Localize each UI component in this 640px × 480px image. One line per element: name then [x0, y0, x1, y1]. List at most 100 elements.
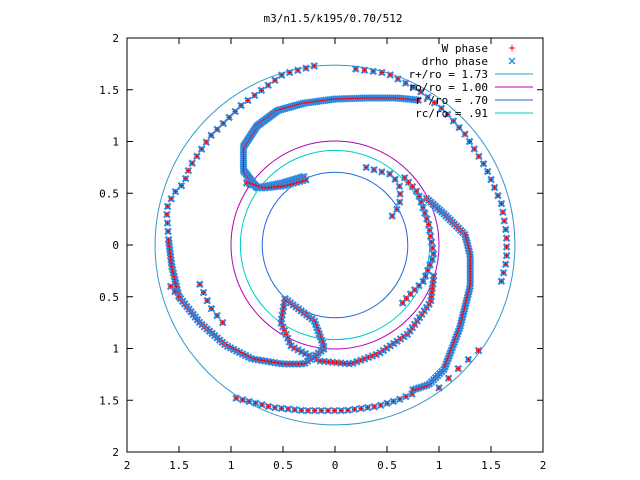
w-point: [272, 405, 278, 411]
w-point: [392, 176, 398, 182]
w-point: [311, 63, 317, 69]
circle-rc-ro-91: [239, 149, 431, 341]
w-point: [280, 308, 286, 314]
legend-label: drho phase: [422, 55, 488, 68]
y-tick-label: 1: [112, 343, 119, 356]
w-point: [455, 366, 461, 372]
w-point: [387, 72, 393, 78]
w-point: [471, 146, 477, 152]
w-point: [397, 396, 403, 402]
legend-label: r+/ro = 1.73: [409, 68, 488, 81]
w-point: [432, 100, 438, 106]
w-point: [298, 407, 304, 413]
w-point: [252, 92, 258, 98]
x-tick-label: 1: [436, 459, 443, 472]
w-point: [379, 169, 385, 175]
w-point: [450, 118, 456, 124]
w-point: [389, 213, 395, 219]
w-point: [465, 357, 471, 363]
y-tick-label: 0.5: [99, 187, 119, 200]
w-point: [427, 227, 433, 233]
w-point: [204, 298, 210, 304]
x-tick-label: 0.5: [273, 459, 293, 472]
w-point: [413, 188, 419, 194]
chart-title: m3/n1.5/k195/0.70/512: [263, 12, 402, 25]
w-point: [429, 239, 435, 245]
phase-points: [163, 62, 511, 415]
w-point: [305, 408, 311, 414]
w-point: [412, 287, 418, 293]
w-point: [214, 126, 220, 132]
w-point: [172, 189, 178, 195]
w-point: [183, 176, 189, 182]
y-tick-label: 0: [112, 239, 119, 252]
w-point: [481, 161, 487, 167]
circle-r-ro-1-73: [154, 64, 516, 426]
w-point: [201, 290, 207, 296]
w-point: [476, 153, 482, 159]
circle-ro-ro-1-00: [230, 140, 440, 350]
w-point: [178, 183, 184, 189]
w-point: [164, 220, 170, 226]
w-point: [488, 177, 494, 183]
w-point: [365, 405, 371, 411]
w-point: [166, 237, 172, 243]
x-tick-label: 1.5: [481, 459, 501, 472]
w-point: [395, 76, 401, 82]
legend-label: rc/ro = .91: [415, 107, 488, 120]
w-point: [462, 131, 468, 137]
w-point: [168, 196, 174, 202]
w-point: [467, 139, 473, 145]
w-point: [353, 66, 359, 72]
w-point: [445, 111, 451, 117]
w-point: [238, 103, 244, 109]
axis-ticks: 2 1.5 1 0.5 0 0.5 1 1.5 221.510.500.511.52: [99, 32, 546, 472]
w-point: [429, 256, 435, 262]
w-point: [164, 212, 170, 218]
w-point: [430, 245, 436, 251]
circle-r-ro-70: [261, 171, 409, 319]
x-tick-label: 1.5: [169, 459, 189, 472]
w-point: [214, 313, 220, 319]
w-point: [410, 184, 416, 190]
w-point: [371, 404, 377, 410]
w-point: [504, 235, 510, 241]
w-point: [390, 398, 396, 404]
w-point: [503, 261, 509, 267]
w-point: [345, 407, 351, 413]
w-point: [504, 253, 510, 259]
w-point: [176, 294, 182, 300]
w-point: [427, 262, 433, 268]
legend-marker-plus: [509, 45, 515, 51]
w-point: [285, 406, 291, 412]
x-tick-label: 2: [124, 459, 131, 472]
x-tick-label: 2: [540, 459, 547, 472]
w-point: [504, 244, 510, 250]
w-point: [403, 295, 409, 301]
legend-label: ro/ro = 1.00: [409, 81, 488, 94]
w-point: [346, 361, 352, 367]
w-point: [420, 205, 426, 211]
w-point: [240, 397, 246, 403]
legend-label: r-/ro = .70: [415, 94, 488, 107]
w-point: [397, 199, 403, 205]
w-point: [410, 84, 416, 90]
legend-marker-cross: [508, 57, 516, 65]
reference-circles: [154, 64, 516, 426]
w-point: [416, 193, 422, 199]
w-point: [425, 267, 431, 273]
w-point: [303, 65, 309, 71]
w-point: [165, 203, 171, 209]
w-point: [400, 300, 406, 306]
w-point: [232, 109, 238, 115]
w-point: [258, 87, 264, 93]
w-point: [476, 348, 482, 354]
w-point: [498, 201, 504, 207]
w-point: [318, 408, 324, 414]
w-point: [503, 227, 509, 233]
w-point: [456, 125, 462, 131]
w-point: [422, 273, 428, 279]
w-point: [379, 70, 385, 76]
x-tick-label: 0: [332, 459, 339, 472]
